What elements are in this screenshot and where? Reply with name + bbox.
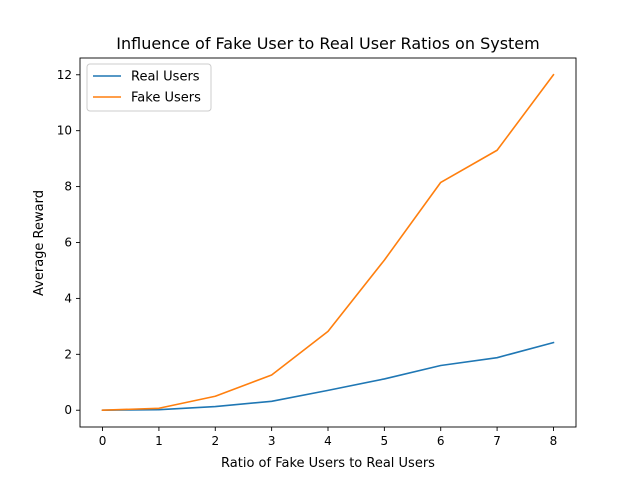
x-tick-label: 8 xyxy=(550,434,558,448)
y-tick-label: 12 xyxy=(57,68,72,82)
axes-frame xyxy=(79,57,577,428)
x-axis-label: Ratio of Fake Users to Real Users xyxy=(221,456,435,471)
y-tick-label: 8 xyxy=(64,180,72,194)
x-tick-label: 7 xyxy=(493,434,501,448)
series-line-2 xyxy=(101,73,555,412)
x-tick-label: 6 xyxy=(437,434,445,448)
y-tick-label: 4 xyxy=(64,291,72,305)
series-line-1 xyxy=(101,341,555,412)
y-axis-label: Average Reward xyxy=(32,190,47,296)
x-tick-label: 4 xyxy=(324,434,332,448)
legend-label-1: Real Users xyxy=(131,70,200,85)
y-tick-label: 6 xyxy=(64,236,72,250)
legend-label-2: Fake Users xyxy=(131,91,201,106)
y-tick-label: 10 xyxy=(57,124,72,138)
x-tick-label: 2 xyxy=(211,434,219,448)
y-tick-label: 0 xyxy=(64,403,72,417)
x-tick-label: 3 xyxy=(268,434,276,448)
x-tick-label: 0 xyxy=(99,434,107,448)
y-tick-label: 2 xyxy=(64,347,72,361)
chart-title: Influence of Fake User to Real User Rati… xyxy=(116,34,539,53)
x-tick-label: 1 xyxy=(155,434,163,448)
x-tick-label: 5 xyxy=(381,434,389,448)
